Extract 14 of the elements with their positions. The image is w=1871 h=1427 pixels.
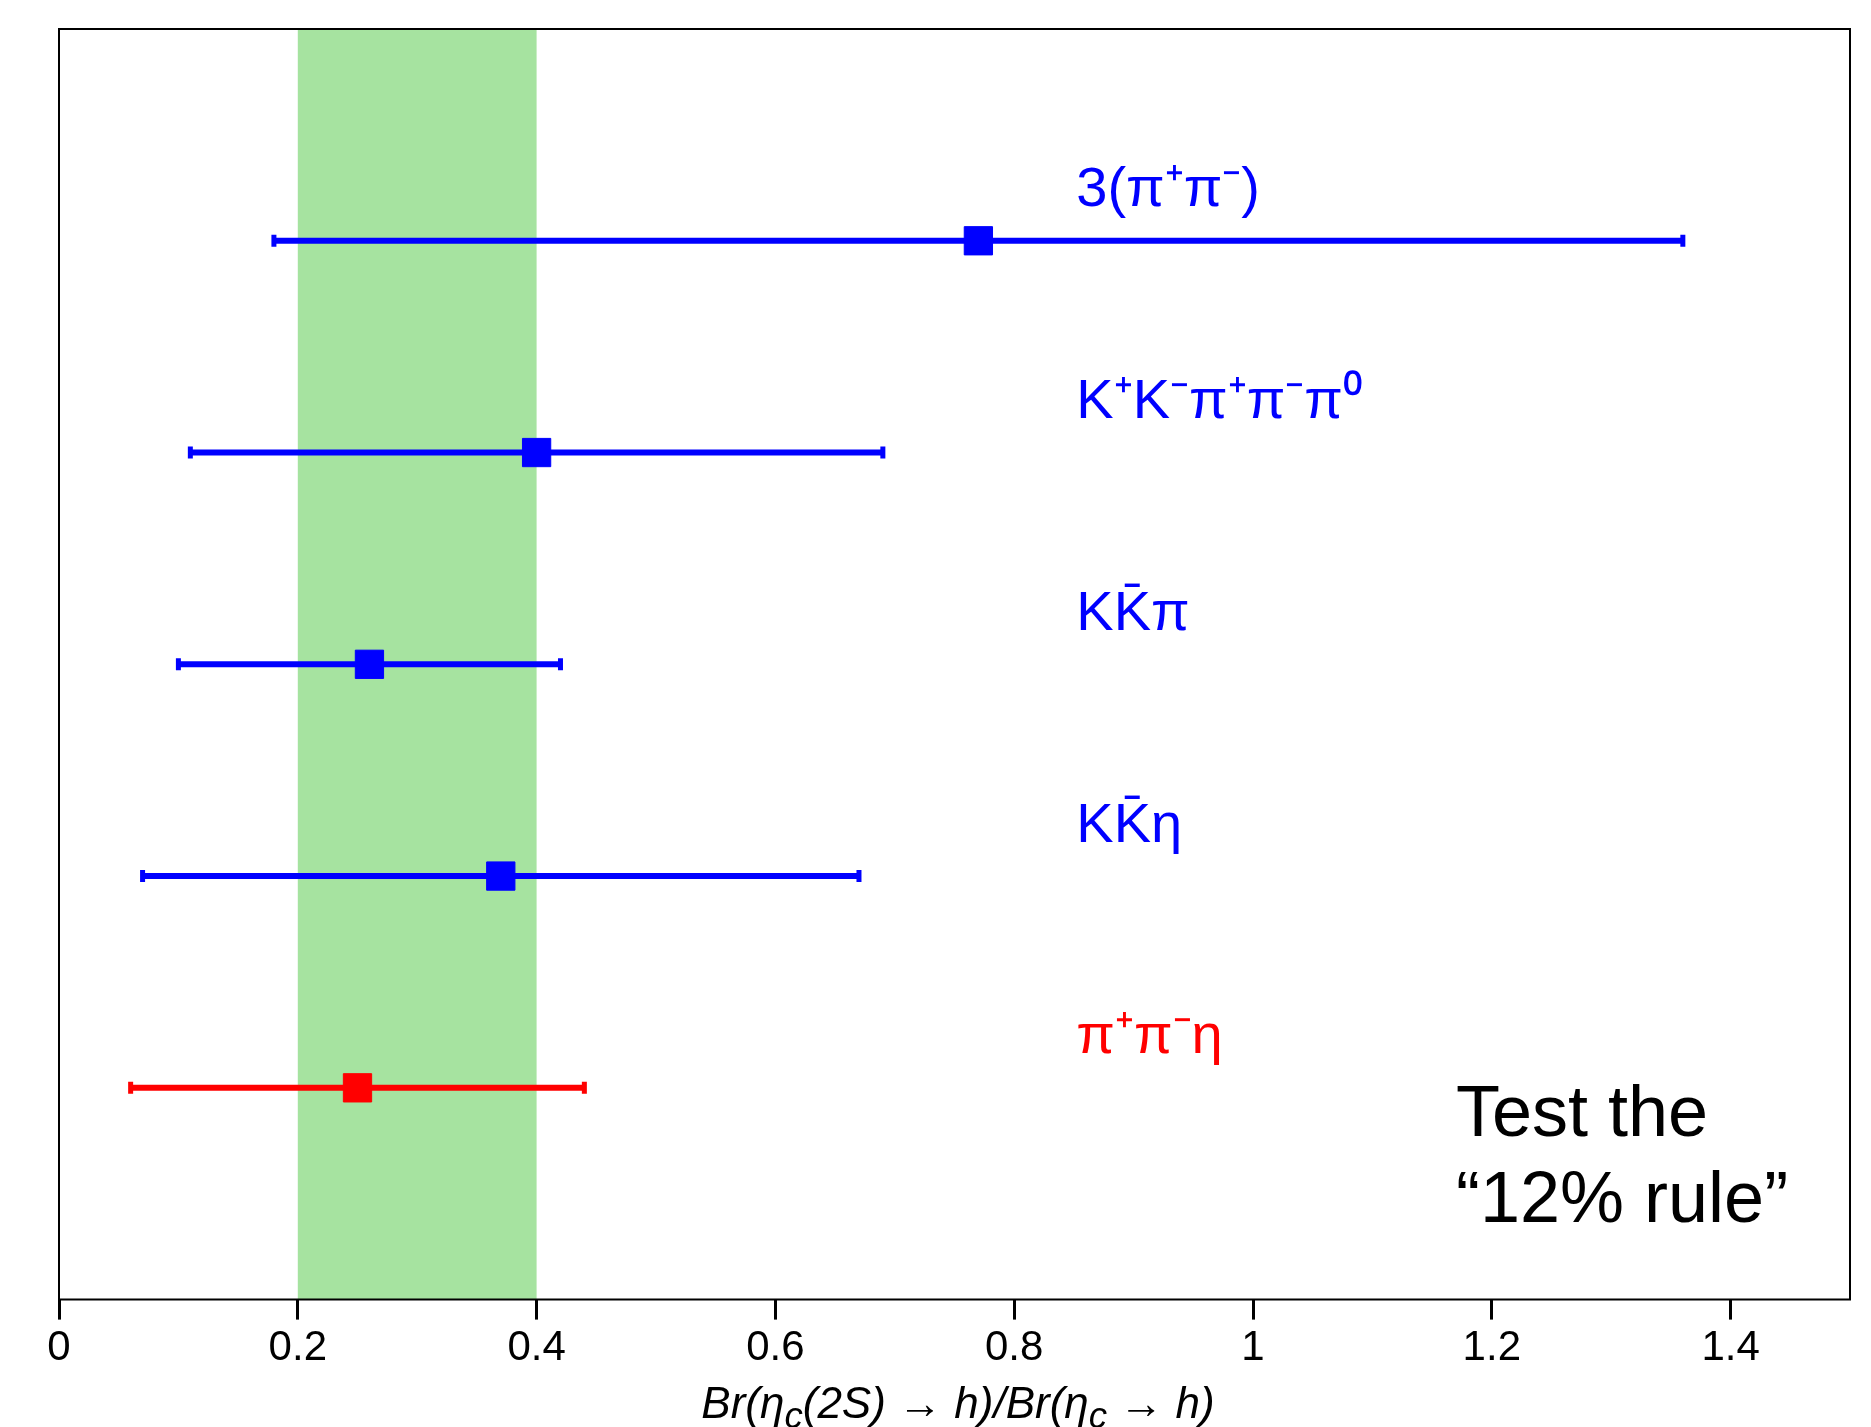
y-tick-label: KK̄η — [1076, 790, 1183, 854]
x-tick-label: 1.4 — [1701, 1322, 1760, 1370]
y-tick-label: π⁺π⁻η — [1076, 1002, 1223, 1066]
x-tick-label: 0 — [47, 1322, 71, 1370]
x-tick-label: 1 — [1241, 1322, 1265, 1370]
y-tick-label: 3(π⁺π⁻) — [1076, 155, 1261, 219]
x-tick-label: 0.4 — [507, 1322, 566, 1370]
annotation: Test the “12% rule” — [1456, 1070, 1790, 1240]
x-tick-label: 0.6 — [746, 1322, 805, 1370]
x-tick-label: 0.8 — [985, 1322, 1044, 1370]
y-tick-label: KK̄π — [1076, 578, 1190, 642]
x-tick-label: 1.2 — [1462, 1322, 1521, 1370]
x-tick-label: 0.2 — [268, 1322, 327, 1370]
y-tick-label: K⁺K⁻π⁺π⁻π⁰ — [1076, 366, 1363, 430]
